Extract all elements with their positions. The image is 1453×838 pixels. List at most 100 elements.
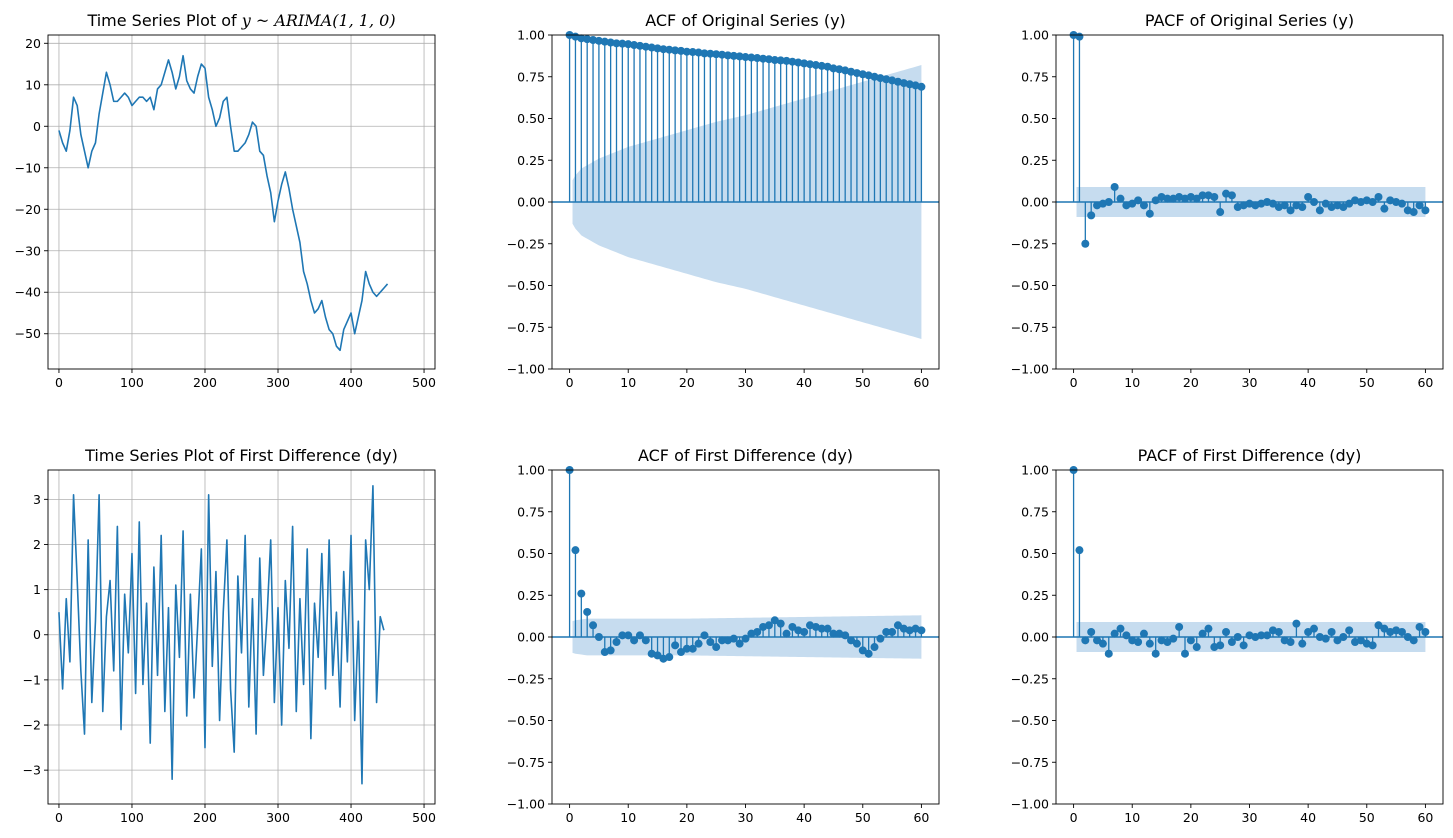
- marker-lag-20: [682, 644, 691, 653]
- marker-lag-39: [1298, 639, 1307, 648]
- marker-lag-28: [729, 51, 738, 60]
- marker-lag-24: [1210, 192, 1219, 201]
- y-tick-label: −30: [15, 243, 41, 258]
- marker-lag-38: [1292, 619, 1301, 628]
- marker-lag-7: [606, 38, 615, 47]
- marker-lag-15: [653, 44, 662, 53]
- marker-lag-7: [606, 646, 615, 655]
- marker-lag-22: [694, 48, 703, 57]
- marker-lag-3: [1087, 627, 1096, 636]
- x-tick-label: 40: [796, 810, 812, 825]
- marker-lag-56: [1397, 199, 1406, 208]
- y-tick-label: 0.50: [517, 111, 545, 126]
- marker-lag-40: [1304, 192, 1313, 201]
- marker-lag-59: [1415, 622, 1424, 631]
- plot-area: [552, 35, 939, 339]
- x-tick-label: 40: [1300, 810, 1316, 825]
- y-tick-label: −20: [15, 202, 41, 217]
- marker-lag-53: [876, 634, 885, 643]
- y-tick-label: −0.75: [1011, 320, 1049, 335]
- y-tick-label: −1.00: [507, 797, 545, 812]
- marker-lag-18: [671, 641, 680, 650]
- chart-title: PACF of First Difference (dy): [1138, 446, 1362, 465]
- marker-lag-6: [600, 37, 609, 46]
- marker-lag-28: [1233, 633, 1242, 641]
- x-tick-label: 60: [913, 810, 929, 825]
- marker-lag-49: [1356, 636, 1365, 645]
- marker-lag-52: [1374, 192, 1383, 201]
- marker-lag-36: [776, 56, 785, 65]
- y-tick-label: 0.00: [517, 630, 545, 645]
- x-tick-label: 100: [120, 810, 144, 825]
- x-tick-label: 10: [620, 375, 636, 390]
- marker-lag-14: [1151, 196, 1160, 205]
- y-tick-label: 2: [33, 537, 41, 552]
- y-tick-label: 0.25: [517, 588, 545, 603]
- marker-lag-25: [1216, 208, 1225, 217]
- y-tick-label: −1: [23, 672, 41, 687]
- series-line: [58, 54, 389, 352]
- marker-lag-10: [624, 40, 633, 49]
- y-tick-label: 0.25: [517, 153, 545, 168]
- marker-lag-4: [1093, 636, 1102, 645]
- marker-lag-38: [788, 622, 797, 631]
- x-tick-label: 400: [339, 375, 363, 390]
- marker-lag-56: [1397, 627, 1406, 636]
- plot-area: [58, 484, 385, 785]
- marker-lag-11: [630, 636, 639, 645]
- y-tick-label: 1.00: [1021, 28, 1049, 43]
- panel-pacf_y: 0 10 20 30 40 50 60 1.00 0.75 0.50 0.25 0.00 −0.25 −0…: [1011, 11, 1444, 390]
- marker-lag-60: [1421, 206, 1430, 215]
- y-tick-label: 0: [33, 627, 41, 642]
- marker-lag-10: [624, 631, 633, 640]
- marker-lag-7: [1110, 629, 1119, 638]
- marker-lag-2: [577, 589, 586, 598]
- marker-lag-52: [1374, 621, 1383, 630]
- marker-lag-11: [1134, 196, 1143, 205]
- x-tick-label: 10: [620, 810, 636, 825]
- axes-frame: [47, 469, 436, 805]
- x-tick-label: 50: [855, 375, 871, 390]
- marker-lag-7: [1110, 182, 1119, 191]
- x-tick-label: 60: [1417, 375, 1433, 390]
- panel-acf_dy: 0 10 20 30 40 50 60 1.00 0.75 0.50 0.25 0.00 −0.25 −0…: [507, 446, 940, 825]
- y-tick-label: −0.25: [507, 236, 545, 251]
- x-tick-label: 40: [1300, 375, 1316, 390]
- y-tick-label: −0.75: [507, 755, 545, 770]
- x-tick-label: 500: [412, 375, 436, 390]
- panel-acf_y: 0 10 20 30 40 50 60 1.00 0.75 0.50 0.25 0.00 −0.25 −0…: [507, 11, 940, 390]
- x-tick-label: 20: [679, 810, 695, 825]
- y-tick-label: −2: [23, 718, 41, 733]
- marker-lag-32: [753, 627, 762, 636]
- marker-lag-30: [741, 634, 750, 643]
- marker-lag-34: [1268, 199, 1277, 208]
- marker-lag-5: [594, 36, 603, 45]
- marker-lag-14: [647, 43, 656, 52]
- marker-lag-60: [1421, 627, 1430, 636]
- marker-lag-27: [723, 51, 732, 60]
- chart-title-text: ACF of First Difference (dy): [638, 446, 853, 465]
- y-tick-label: −10: [15, 160, 41, 175]
- marker-lag-36: [1280, 201, 1289, 210]
- marker-lag-47: [1345, 199, 1354, 208]
- chart-title: Time Series Plot of First Difference (dy…: [84, 446, 398, 465]
- x-tick-label: 500: [412, 810, 436, 825]
- y-tick-label: −40: [15, 285, 41, 300]
- panel-ts_y: 0 100 200 300 400 50020100−10−20−30−40−50Time…: [15, 11, 436, 390]
- y-tick-label: 0: [33, 119, 41, 134]
- marker-lag-35: [1274, 627, 1283, 636]
- marker-lag-13: [1145, 209, 1154, 218]
- marker-lag-10: [1128, 199, 1137, 208]
- marker-lag-35: [770, 56, 779, 65]
- marker-lag-34: [764, 55, 773, 64]
- y-tick-label: −0.75: [1011, 755, 1049, 770]
- y-tick-label: 0.00: [1021, 195, 1049, 210]
- y-tick-label: −0.25: [507, 671, 545, 686]
- y-tick-label: 0.50: [1021, 546, 1049, 561]
- chart-title-text: PACF of Original Series (y): [1145, 11, 1354, 30]
- marker-lag-14: [1151, 649, 1160, 658]
- marker-lag-37: [1286, 638, 1295, 647]
- x-tick-label: 300: [266, 375, 290, 390]
- chart-title: PACF of Original Series (y): [1145, 11, 1354, 30]
- marker-lag-8: [1116, 194, 1125, 203]
